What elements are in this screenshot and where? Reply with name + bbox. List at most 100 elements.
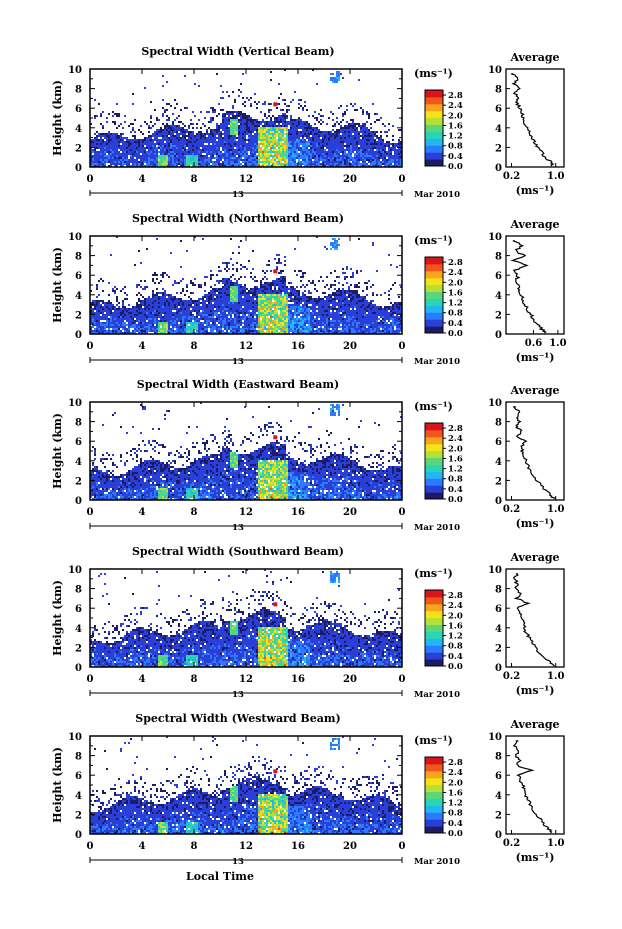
x-tick-label: 0 (399, 507, 406, 518)
profile-x-tick-label: 0.2 (503, 504, 520, 515)
y-tick-label: 6 (75, 604, 82, 615)
colorbar-swatch (425, 624, 443, 632)
x-tick-label: 8 (191, 174, 198, 185)
profile-line (512, 573, 555, 667)
profile-title: Average (509, 384, 559, 397)
average-profile: Average 0 2 4 6 8 10 0.2 1.0 (ms⁻¹) (488, 551, 565, 697)
profile-y-tick-label: 2 (495, 643, 502, 654)
profile-x-tick-label: 1.0 (547, 671, 564, 682)
x-tick-label: 12 (239, 841, 253, 852)
colorbar-frame (424, 589, 444, 667)
x-tick-label: 0 (87, 674, 94, 685)
y-tick-label: 2 (75, 143, 82, 154)
colorbar-swatch (425, 298, 443, 306)
colorbar-swatch (425, 590, 443, 598)
colorbar-tick-label: 1.6 (448, 121, 463, 131)
profile-y-tick-label: 0 (495, 496, 502, 507)
colorbar-frame (424, 256, 444, 334)
profile-title: Average (509, 51, 559, 64)
heatmap-field (90, 69, 402, 167)
y-tick-label: 4 (75, 624, 82, 635)
y-tick-label: 2 (75, 476, 82, 487)
y-tick-label: 0 (75, 163, 82, 174)
colorbar-tick-label: 0.0 (448, 329, 463, 339)
heatmap-field (90, 402, 402, 500)
colorbar-tick-label: 0.0 (448, 662, 463, 672)
y-tick-label: 0 (75, 496, 82, 507)
x-tick-label: 8 (191, 341, 198, 352)
colorbar-tick-label: 2.8 (448, 424, 463, 434)
date-label: Mar 2010 (414, 857, 460, 867)
colorbar-swatch (425, 631, 443, 639)
x-tick-label: 20 (343, 341, 357, 352)
x-tick-label: 0 (399, 674, 406, 685)
colorbar-swatch (425, 603, 443, 612)
profile-title: Average (509, 718, 559, 731)
y-tick-label: 6 (75, 104, 82, 115)
colorbar: (ms⁻¹) 0.00.40.81.21.62.02.42.8 (414, 567, 463, 672)
x-tick-label: 0 (399, 341, 406, 352)
y-axis-label: Height (km) (51, 747, 64, 823)
colorbar-tick-label: 1.6 (448, 288, 463, 298)
y-tick-label: 2 (75, 310, 82, 321)
colorbar-swatch (425, 131, 443, 139)
panel-3: Spectral Width (Eastward Beam) 0 2 4 6 8 10 0 4 8… (51, 378, 565, 533)
high-value-cell (273, 602, 278, 607)
profile-x-tick-label: 1.0 (547, 838, 564, 849)
profile-y-tick-label: 2 (495, 310, 502, 321)
colorbar-tick-label: 1.2 (448, 132, 463, 142)
colorbar-swatch (425, 471, 443, 479)
x-tick-label: 4 (139, 341, 146, 352)
profile-line (511, 73, 555, 167)
colorbar-frame (424, 89, 444, 167)
panel-title: Spectral Width (Eastward Beam) (137, 378, 339, 391)
profile-unit: (ms⁻¹) (516, 684, 555, 697)
colorbar-swatch (425, 270, 443, 279)
average-profile: Average 0 2 4 6 8 10 0.2 1.0 (ms⁻¹) (488, 718, 565, 864)
panel-4: Spectral Width (Southward Beam) 0 2 4 6 8 10 0 4… (51, 545, 565, 700)
colorbar-tick-label: 0.8 (448, 809, 463, 819)
profile-frame (505, 568, 565, 668)
average-profile: Average 0 2 4 6 8 10 0.2 1.0 (ms⁻¹) (488, 384, 565, 530)
x-tick-label: 8 (191, 507, 198, 518)
colorbar-tick-label: 1.6 (448, 454, 463, 464)
x-tick-label: 16 (291, 174, 305, 185)
colorbar-swatch (425, 485, 443, 493)
x-tick-label: 0 (399, 841, 406, 852)
y-tick-label: 0 (75, 830, 82, 841)
y-axis-label: Height (km) (51, 80, 64, 156)
colorbar-swatch (425, 305, 443, 313)
colorbar: (ms⁻¹) 0.00.40.81.21.62.02.42.8 (414, 400, 463, 505)
profile-unit: (ms⁻¹) (516, 517, 555, 530)
colorbar-tick-label: 0.0 (448, 495, 463, 505)
y-tick-label: 2 (75, 810, 82, 821)
panel-2: Spectral Width (Northward Beam) 0 2 4 6 8 10 0 4… (51, 212, 567, 367)
colorbar-swatch (425, 638, 443, 646)
colorbar-unit: (ms⁻¹) (414, 234, 453, 247)
colorbar-tick-label: 2.4 (448, 268, 463, 278)
profile-x-tick-label: 1.0 (547, 171, 564, 182)
average-profile: Average 0 2 4 6 8 10 0.6 1.0 (ms⁻¹) (488, 218, 567, 364)
colorbar-swatch (425, 784, 443, 793)
profile-line (512, 406, 556, 500)
profile-y-tick-label: 0 (495, 663, 502, 674)
profile-y-tick-label: 6 (495, 437, 502, 448)
colorbar-swatch (425, 257, 443, 265)
x-tick-label: 16 (291, 674, 305, 685)
x-tick-label: 0 (87, 341, 94, 352)
colorbar-swatch (425, 110, 443, 119)
colorbar-swatch (425, 777, 443, 786)
date-label: Mar 2010 (414, 190, 460, 200)
panel-title: Spectral Width (Vertical Beam) (141, 45, 334, 58)
profile-y-tick-label: 8 (495, 585, 502, 596)
y-tick-label: 8 (75, 252, 82, 263)
profile-title: Average (509, 551, 559, 564)
colorbar-swatch (425, 763, 443, 772)
x-tick-label: 0 (399, 174, 406, 185)
profile-y-tick-label: 6 (495, 271, 502, 282)
colorbar-tick-label: 1.2 (448, 299, 463, 309)
colorbar-swatch (425, 326, 443, 334)
panel-5: Spectral Width (Westward Beam) 0 2 4 6 8 10 0 4 8… (51, 712, 565, 867)
y-tick-label: 10 (68, 732, 82, 743)
